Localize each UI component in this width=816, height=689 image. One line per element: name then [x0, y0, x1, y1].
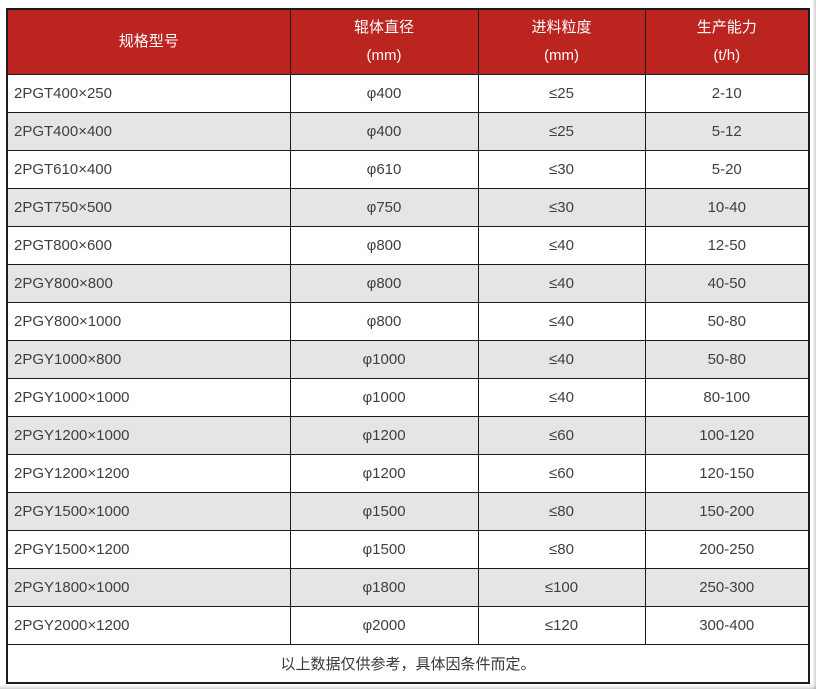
capacity-cell: 200-250 [644, 530, 810, 569]
column-title: 生产能力 [696, 19, 757, 36]
footnote-row: 以上数据仅供参考，具体因条件而定。 [6, 644, 810, 684]
column-header-feed-size: 进料粒度 (mm) [477, 8, 646, 75]
table-row: 2PGY1500×1200 φ1500 ≤80 200-250 [6, 530, 810, 569]
feed-size-cell: ≤40 [477, 378, 646, 417]
table-row: 2PGY1200×1200 φ1200 ≤60 120-150 [6, 454, 810, 493]
column-title: 进料粒度 [531, 19, 592, 36]
feed-size-cell: ≤60 [477, 454, 646, 493]
spec-table-container: 规格型号 辊体直径 (mm) 进料粒度 (mm) [6, 8, 810, 684]
capacity-cell: 5-20 [644, 150, 810, 189]
capacity-cell: 12-50 [644, 226, 810, 265]
capacity-cell: 2-10 [644, 74, 810, 113]
diameter-cell: φ610 [289, 150, 479, 189]
model-cell: 2PGT610×400 [6, 150, 291, 189]
model-cell: 2PGY2000×1200 [6, 606, 291, 645]
diameter-cell: φ800 [289, 264, 479, 303]
diameter-cell: φ1000 [289, 340, 479, 379]
feed-size-cell: ≤40 [477, 340, 646, 379]
table-row: 2PGY1000×800 φ1000 ≤40 50-80 [6, 340, 810, 379]
feed-size-cell: ≤25 [477, 112, 646, 151]
table-row: 2PGY1000×1000 φ1000 ≤40 80-100 [6, 378, 810, 417]
table-row: 2PGT750×500 φ750 ≤30 10-40 [6, 188, 810, 227]
diameter-cell: φ1500 [289, 492, 479, 531]
column-unit: (mm) [366, 47, 402, 64]
spec-table-header: 规格型号 辊体直径 (mm) 进料粒度 (mm) [6, 8, 810, 75]
table-row: 2PGY800×1000 φ800 ≤40 50-80 [6, 302, 810, 341]
diameter-cell: φ400 [289, 112, 479, 151]
feed-size-cell: ≤120 [477, 606, 646, 645]
column-unit: (mm) [544, 47, 579, 64]
spec-table-footer: 以上数据仅供参考，具体因条件而定。 [6, 644, 810, 684]
diameter-cell: φ1200 [289, 454, 479, 493]
model-cell: 2PGY800×1000 [6, 302, 291, 341]
feed-size-cell: ≤30 [477, 188, 646, 227]
feed-size-cell: ≤80 [477, 492, 646, 531]
diameter-cell: φ1200 [289, 416, 479, 455]
header-row: 规格型号 辊体直径 (mm) 进料粒度 (mm) [6, 8, 810, 75]
page-edge-shadow-right [812, 0, 816, 689]
model-cell: 2PGY800×800 [6, 264, 291, 303]
spec-table-body: 2PGT400×250 φ400 ≤25 2-10 2PGT400×400 φ400 ≤25… [6, 74, 810, 645]
model-cell: 2PGY1200×1200 [6, 454, 291, 493]
column-header-model: 规格型号 [6, 8, 291, 75]
table-row: 2PGT800×600 φ800 ≤40 12-50 [6, 226, 810, 265]
table-row: 2PGY1800×1000 φ1800 ≤100 250-300 [6, 568, 810, 607]
capacity-cell: 50-80 [644, 302, 810, 341]
footnote-text: 以上数据仅供参考，具体因条件而定。 [6, 644, 810, 684]
diameter-cell: φ800 [289, 226, 479, 265]
column-header-roller-diameter: 辊体直径 (mm) [289, 8, 479, 75]
feed-size-cell: ≤40 [477, 264, 646, 303]
model-cell: 2PGY1800×1000 [6, 568, 291, 607]
table-row: 2PGT400×400 φ400 ≤25 5-12 [6, 112, 810, 151]
capacity-cell: 250-300 [644, 568, 810, 607]
diameter-cell: φ400 [289, 74, 479, 113]
table-row: 2PGT610×400 φ610 ≤30 5-20 [6, 150, 810, 189]
capacity-cell: 10-40 [644, 188, 810, 227]
table-row: 2PGY800×800 φ800 ≤40 40-50 [6, 264, 810, 303]
page-edge-shadow-bottom [0, 685, 816, 689]
feed-size-cell: ≤60 [477, 416, 646, 455]
column-title: 规格型号 [118, 33, 179, 50]
column-header-capacity: 生产能力 (t/h) [644, 8, 810, 75]
model-cell: 2PGT400×250 [6, 74, 291, 113]
feed-size-cell: ≤80 [477, 530, 646, 569]
column-title: 辊体直径 [353, 19, 414, 36]
capacity-cell: 300-400 [644, 606, 810, 645]
diameter-cell: φ1800 [289, 568, 479, 607]
capacity-cell: 40-50 [644, 264, 810, 303]
model-cell: 2PGT800×600 [6, 226, 291, 265]
feed-size-cell: ≤40 [477, 302, 646, 341]
model-cell: 2PGY1000×1000 [6, 378, 291, 417]
capacity-cell: 120-150 [644, 454, 810, 493]
model-cell: 2PGT400×400 [6, 112, 291, 151]
diameter-cell: φ2000 [289, 606, 479, 645]
feed-size-cell: ≤100 [477, 568, 646, 607]
diameter-cell: φ1500 [289, 530, 479, 569]
model-cell: 2PGY1500×1200 [6, 530, 291, 569]
table-row: 2PGY1200×1000 φ1200 ≤60 100-120 [6, 416, 810, 455]
diameter-cell: φ750 [289, 188, 479, 227]
model-cell: 2PGY1000×800 [6, 340, 291, 379]
table-row: 2PGY1500×1000 φ1500 ≤80 150-200 [6, 492, 810, 531]
model-cell: 2PGY1200×1000 [6, 416, 291, 455]
capacity-cell: 5-12 [644, 112, 810, 151]
capacity-cell: 150-200 [644, 492, 810, 531]
feed-size-cell: ≤30 [477, 150, 646, 189]
capacity-cell: 80-100 [644, 378, 810, 417]
model-cell: 2PGY1500×1000 [6, 492, 291, 531]
spec-table: 规格型号 辊体直径 (mm) 进料粒度 (mm) [6, 8, 810, 684]
capacity-cell: 50-80 [644, 340, 810, 379]
column-unit: (t/h) [713, 47, 741, 64]
feed-size-cell: ≤40 [477, 226, 646, 265]
table-row: 2PGT400×250 φ400 ≤25 2-10 [6, 74, 810, 113]
model-cell: 2PGT750×500 [6, 188, 291, 227]
feed-size-cell: ≤25 [477, 74, 646, 113]
diameter-cell: φ800 [289, 302, 479, 341]
capacity-cell: 100-120 [644, 416, 810, 455]
diameter-cell: φ1000 [289, 378, 479, 417]
table-row: 2PGY2000×1200 φ2000 ≤120 300-400 [6, 606, 810, 645]
